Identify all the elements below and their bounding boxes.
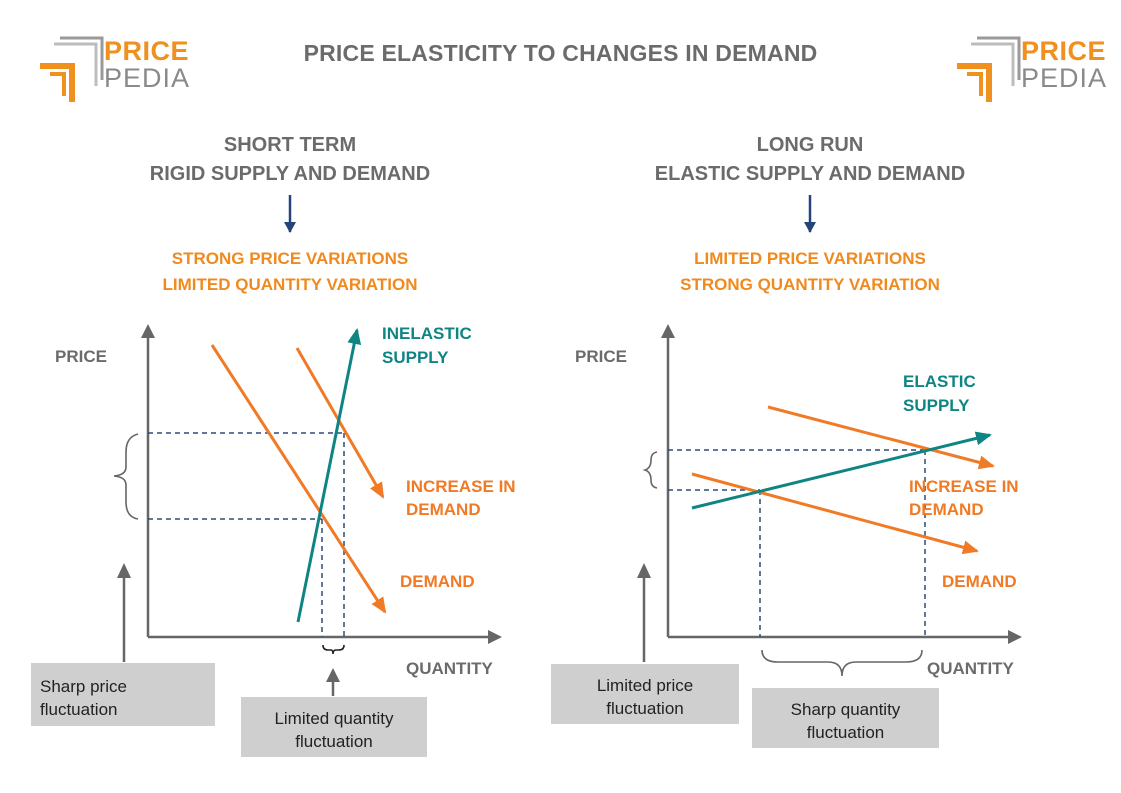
right-heading-1: LONG RUN [756, 134, 864, 156]
left-increase-label-2: DEMAND [406, 500, 481, 519]
left-demand-line [210, 344, 387, 614]
left-qty-pointer-arrow-icon [326, 668, 340, 682]
right-sub-2: STRONG QUANTITY VARIATION [680, 275, 940, 294]
left-sub-2: LIMITED QUANTITY VARIATION [162, 275, 418, 294]
left-qty-brace-icon [322, 644, 345, 655]
right-price-note-line2: fluctuation [606, 699, 684, 718]
right-y-axis-label: PRICE [575, 347, 627, 366]
right-qty-note: Sharp quantity fluctuation [752, 688, 939, 748]
left-price-note-line2: fluctuation [40, 700, 118, 719]
right-price-brace-icon [642, 451, 658, 489]
right-increased-demand-line [767, 405, 995, 470]
logo-text-pedia: PEDIA [1021, 63, 1108, 93]
left-inelastic-supply-line [296, 328, 362, 623]
left-x-axis-label: QUANTITY [406, 659, 493, 678]
right-heading-2: ELASTIC SUPPLY AND DEMAND [654, 163, 966, 185]
left-price-note: Sharp price fluctuation [31, 663, 215, 726]
left-down-arrowhead-icon [284, 222, 296, 233]
left-increased-demand-line [295, 347, 385, 499]
right-elastic-supply-line [691, 431, 992, 510]
left-sub-1: STRONG PRICE VARIATIONS [171, 249, 409, 268]
left-price-brace-icon [113, 433, 139, 520]
right-price-note: Limited price fluctuation [551, 664, 739, 724]
left-price-pointer-arrow-icon [117, 563, 131, 578]
left-price-note-line1: Sharp price [40, 677, 127, 696]
logo-left: PRICE PEDIA [38, 36, 191, 108]
logo-mark-icon [40, 36, 104, 102]
left-qty-note-line1: Limited quantity [274, 709, 394, 728]
left-supply-label-1: INELASTIC [382, 324, 472, 343]
right-increase-label-2: DEMAND [909, 500, 984, 519]
left-increase-label-1: INCREASE IN [406, 477, 516, 496]
right-sub-1: LIMITED PRICE VARIATIONS [694, 249, 926, 268]
left-y-axis-label: PRICE [55, 347, 107, 366]
left-y-axis-arrow-icon [141, 324, 155, 338]
right-demand-label: DEMAND [942, 572, 1017, 591]
left-qty-note-line2: fluctuation [295, 732, 373, 751]
right-down-arrowhead-icon [804, 222, 816, 233]
left-qty-note: Limited quantity fluctuation [241, 697, 427, 757]
right-price-pointer-arrow-icon [637, 563, 651, 578]
right-x-axis-label: QUANTITY [927, 659, 1014, 678]
logo-text-price: PRICE [1021, 36, 1107, 66]
right-supply-label-2: SUPPLY [903, 396, 970, 415]
right-price-note-line1: Limited price [596, 676, 694, 695]
logo-text-pedia: PEDIA [104, 63, 191, 93]
right-qty-note-line2: fluctuation [806, 723, 885, 742]
logo-mark-icon [957, 36, 1021, 102]
right-increase-label-1: INCREASE IN [909, 477, 1019, 496]
right-supply-label-1: ELASTIC [903, 372, 976, 391]
right-demand-line [691, 472, 979, 555]
right-y-axis-arrow-icon [661, 324, 675, 338]
logo-right: PRICE PEDIA [955, 36, 1108, 108]
left-heading-2: RIGID SUPPLY AND DEMAND [149, 163, 431, 185]
right-qty-note-line1: Sharp quantity [790, 700, 901, 719]
left-heading-1: SHORT TERM [223, 134, 357, 156]
right-qty-brace-icon [761, 649, 923, 677]
page-title: PRICE ELASTICITY TO CHANGES IN DEMAND [303, 40, 818, 66]
left-demand-label: DEMAND [400, 572, 475, 591]
logo-text-price: PRICE [104, 36, 190, 66]
right-x-axis-arrow-icon [1008, 630, 1022, 644]
left-supply-label-2: SUPPLY [382, 348, 449, 367]
left-x-axis-arrow-icon [488, 630, 502, 644]
